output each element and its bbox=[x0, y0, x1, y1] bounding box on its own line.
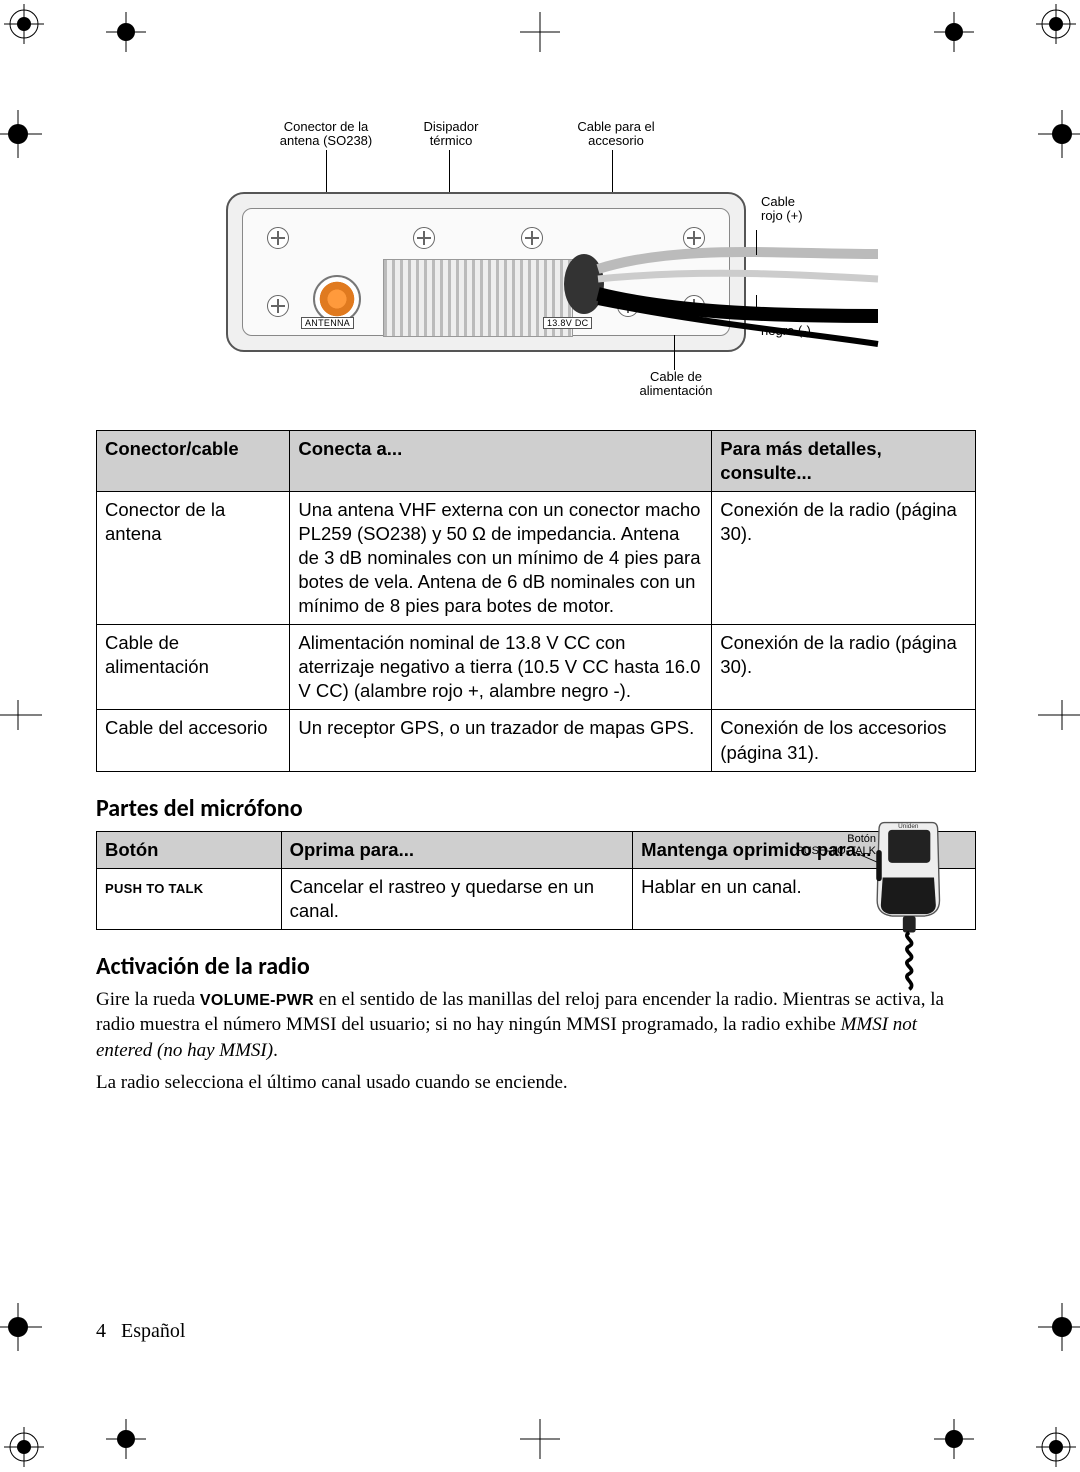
register-mark-icon bbox=[0, 1303, 42, 1351]
table-row: Conector de la antenaUna antena VHF exte… bbox=[97, 492, 976, 625]
table-header: Conecta a... bbox=[290, 431, 712, 492]
callout-black-cable: Cable negro (-) bbox=[761, 310, 841, 339]
table-cell: Conexión de la radio (página 30). bbox=[712, 625, 976, 710]
register-mark-icon bbox=[1038, 110, 1080, 158]
callout-accessory-cable: Cable para el accesorio bbox=[556, 120, 676, 149]
table-cell: Conexión de los accesorios (página 31). bbox=[712, 710, 976, 771]
register-mark-icon bbox=[934, 1419, 974, 1459]
register-mark-icon bbox=[520, 1419, 560, 1459]
table-row: Cable de alimentaciónAlimentación nomina… bbox=[97, 625, 976, 710]
text-span: Gire la rueda bbox=[96, 989, 200, 1010]
register-mark-icon bbox=[0, 700, 42, 730]
table-header: Botón bbox=[97, 831, 282, 868]
register-mark-icon bbox=[106, 1419, 146, 1459]
antenna-connector-icon bbox=[313, 275, 361, 323]
page-language: Español bbox=[121, 1320, 185, 1342]
table-header: Oprima para... bbox=[281, 831, 633, 868]
table-cell: Alimentación nominal de 13.8 V CC con at… bbox=[290, 625, 712, 710]
table-row: Cable del accesorioUn receptor GPS, o un… bbox=[97, 710, 976, 771]
mic-ptt-label: Botón PUSH-TO-TALK bbox=[786, 833, 876, 857]
register-mark-icon bbox=[0, 110, 42, 158]
cables-icon bbox=[558, 224, 888, 374]
table-cell: Una antena VHF externa con un conector m… bbox=[290, 492, 712, 625]
activation-paragraph-2: La radio selecciona el último canal usad… bbox=[96, 1070, 976, 1096]
table-cell: Conexión de la radio (página 30). bbox=[712, 492, 976, 625]
table-cell: PUSH TO TALK bbox=[97, 868, 282, 929]
callout-red-cable: Cable rojo (+) bbox=[761, 195, 831, 224]
table-header: Para más detalles, consulte... bbox=[712, 431, 976, 492]
volume-pwr-label: VOLUME-PWR bbox=[200, 992, 314, 1009]
crop-mark-icon bbox=[4, 4, 44, 44]
crop-mark-icon bbox=[1036, 4, 1076, 44]
table-cell: Cable de alimentación bbox=[97, 625, 290, 710]
table-cell: Cancelar el rastreo y quedarse en un can… bbox=[281, 868, 633, 929]
callout-power-cable: Cable de alimentación bbox=[616, 370, 736, 399]
table-cell: Un receptor GPS, o un trazador de mapas … bbox=[290, 710, 712, 771]
table-cell: Conector de la antena bbox=[97, 492, 290, 625]
connector-table: Conector/cableConecta a...Para más detal… bbox=[96, 430, 976, 772]
crop-mark-icon bbox=[4, 1427, 44, 1467]
callout-heatsink: Disipador térmico bbox=[406, 120, 496, 149]
radio-body-icon: ANTENNA 13.8V DC bbox=[226, 192, 746, 352]
table-cell: Cable del accesorio bbox=[97, 710, 290, 771]
register-mark-icon bbox=[1038, 700, 1080, 730]
antenna-label: ANTENNA bbox=[301, 317, 354, 329]
svg-text:Uniden: Uniden bbox=[898, 823, 919, 830]
microphone-figure: Botón PUSH-TO-TALK Uniden bbox=[826, 805, 976, 1015]
table-header: Conector/cable bbox=[97, 431, 290, 492]
page-content: Conector de la antena (SO238) Disipador … bbox=[96, 40, 976, 1101]
register-mark-icon bbox=[1038, 1303, 1080, 1351]
callout-antenna-connector: Conector de la antena (SO238) bbox=[256, 120, 396, 149]
page-number: 4 bbox=[96, 1320, 106, 1342]
rear-panel-diagram: Conector de la antena (SO238) Disipador … bbox=[216, 120, 856, 410]
page-footer: 4 Español bbox=[96, 1320, 185, 1343]
text-span: . bbox=[273, 1040, 278, 1061]
crop-mark-icon bbox=[1036, 1427, 1076, 1467]
